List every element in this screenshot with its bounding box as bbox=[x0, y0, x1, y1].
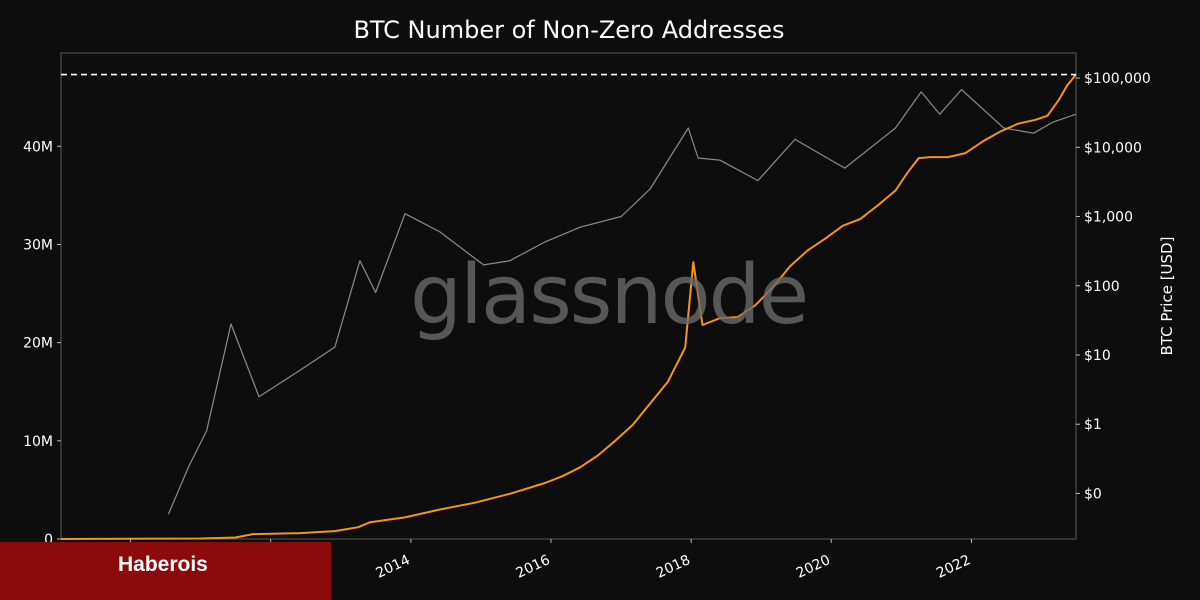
y-right-tick-label: $0 bbox=[1084, 486, 1102, 502]
x-tick-label: 2020 bbox=[794, 552, 833, 582]
y-right-tick-label: $100 bbox=[1084, 279, 1120, 295]
btc-price-line bbox=[167, 89, 1077, 515]
y-left-tick-label: 0 bbox=[44, 532, 53, 548]
non-zero-addresses-line bbox=[60, 73, 1077, 540]
y-right-axis-label: BTC Price [USD] bbox=[1158, 237, 1176, 356]
x-tick-label: 2018 bbox=[654, 552, 693, 582]
y-right-tick-label: $10 bbox=[1084, 348, 1111, 364]
y-left-tick-label: 40M bbox=[23, 139, 53, 155]
watermark-logo: glassnode bbox=[410, 248, 809, 343]
y-right-tick-label: $1,000 bbox=[1084, 210, 1133, 226]
y-right-tick-label: $10,000 bbox=[1084, 140, 1142, 156]
x-tick-label: 2022 bbox=[934, 552, 973, 582]
y-left-tick-label: 20M bbox=[23, 336, 53, 352]
y-left-tick-label: 10M bbox=[23, 434, 53, 450]
y-right-tick-label: $100,000 bbox=[1084, 71, 1151, 87]
plot-frame bbox=[60, 52, 1077, 540]
x-tick-label: 2014 bbox=[374, 552, 413, 582]
x-tick-label: 2016 bbox=[514, 552, 553, 582]
brand-name: Haberois bbox=[118, 553, 208, 576]
brand-banner bbox=[0, 542, 331, 600]
chart-title: BTC Number of Non-Zero Addresses bbox=[353, 16, 785, 44]
y-right-tick-label: $1 bbox=[1084, 417, 1102, 433]
y-left-tick-label: 30M bbox=[23, 237, 53, 253]
